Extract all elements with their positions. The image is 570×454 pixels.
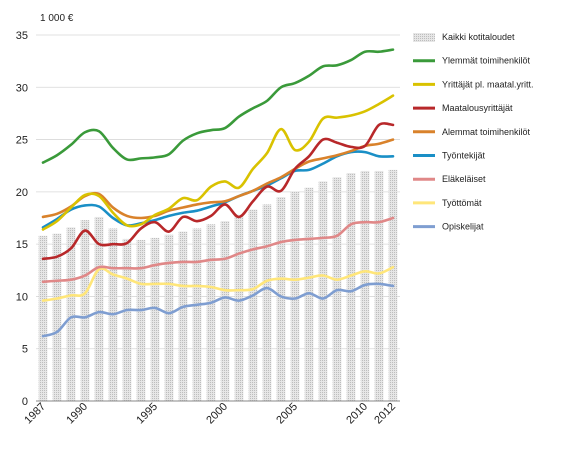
x-tick-label: 2005 <box>274 401 300 427</box>
bar-kaikki-kotitaloudet <box>262 204 272 401</box>
bar-kaikki-kotitaloudet <box>346 173 356 401</box>
bar-kaikki-kotitaloudet <box>192 228 202 401</box>
x-tick-label: 1990 <box>64 401 90 427</box>
bar-kaikki-kotitaloudet <box>290 191 300 401</box>
series-line-eläkeläiset <box>41 216 395 284</box>
bar-kaikki-kotitaloudet <box>150 237 160 401</box>
bar-kaikki-kotitaloudet <box>66 227 76 401</box>
bar-kaikki-kotitaloudet <box>94 216 104 401</box>
bar-kaikki-kotitaloudet <box>136 239 146 401</box>
y-tick-label: 5 <box>22 344 28 356</box>
series-line-opiskelijat <box>41 282 395 338</box>
legend: Kaikki kotitaloudet Ylemmät toimihenkilöt… <box>413 32 534 232</box>
bar-kaikki-kotitaloudet <box>178 231 188 401</box>
y-tick-label: 15 <box>16 239 28 251</box>
bar-kaikki-kotitaloudet <box>122 238 132 401</box>
legend-label: Kaikki kotitaloudet <box>442 32 515 42</box>
x-tick-label: 2000 <box>204 401 230 427</box>
legend-label: Alemmat toimihenkilöt <box>442 127 531 137</box>
y-tick-label: 30 <box>16 82 28 94</box>
bar-kaikki-kotitaloudet <box>80 220 90 401</box>
bar-kaikki-kotitaloudet <box>318 181 328 401</box>
series-line-ylemmät-toimihenkilöt <box>41 48 395 164</box>
legend-label: Opiskelijat <box>442 222 484 232</box>
y-tick-label: 35 <box>16 30 28 42</box>
legend-label: Eläkeläiset <box>442 174 486 184</box>
series-line-alemmat-toimihenkilöt <box>41 138 395 220</box>
legend-label: Yrittäjät pl. maatal.yritt. <box>442 79 534 89</box>
y-tick-label: 10 <box>16 291 28 303</box>
legend-label: Maatalousyrittäjät <box>442 103 513 113</box>
x-tick-label: 2010 <box>344 401 370 427</box>
legend-swatch-bar <box>413 33 435 42</box>
bar-kaikki-kotitaloudet <box>276 197 286 401</box>
bar-kaikki-kotitaloudet <box>38 235 48 401</box>
legend-label: Työntekijät <box>442 151 486 161</box>
y-tick-label: 0 <box>22 396 28 408</box>
series-lines <box>41 48 395 338</box>
legend-label: Työttömät <box>442 198 482 208</box>
series-line-yrittäjät-pl-maatal-yritt <box>41 94 395 231</box>
bar-kaikki-kotitaloudet <box>164 234 174 401</box>
series-line-työttömät <box>41 265 395 302</box>
x-tick-label: 1995 <box>134 401 160 427</box>
y-tick-label: 20 <box>16 187 28 199</box>
legend-label: Ylemmät toimihenkilöt <box>442 56 531 66</box>
bar-kaikki-kotitaloudet <box>220 221 230 401</box>
bar-kaikki-kotitaloudet <box>52 233 62 401</box>
series-line-maatalousyrittäjät <box>41 122 395 261</box>
gridlines <box>36 34 400 350</box>
bar-kaikki-kotitaloudet <box>248 209 258 401</box>
y-tick-label: 25 <box>16 135 28 147</box>
unit-label: 1 000 € <box>40 13 74 24</box>
bar-kaikki-kotitaloudet <box>206 224 216 401</box>
bar-kaikki-kotitaloudet <box>234 214 244 401</box>
x-tick-label: 2012 <box>372 401 398 427</box>
bar-kaikki-kotitaloudet <box>374 170 384 401</box>
